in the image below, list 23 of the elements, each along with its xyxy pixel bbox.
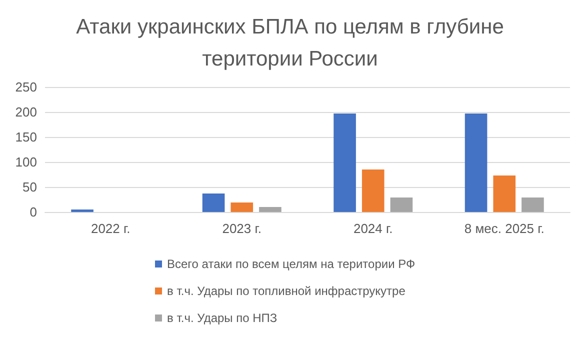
y-tick-label: 150 <box>15 130 37 144</box>
y-tick-label: 200 <box>15 104 37 120</box>
bar <box>202 194 225 212</box>
y-tick-label: 50 <box>22 180 37 194</box>
y-tick-label: 0 <box>30 204 37 220</box>
bar <box>259 207 282 212</box>
legend-label: Всего атаки по всем целям на територии РФ <box>167 257 416 271</box>
y-tick-label: 250 <box>15 80 37 94</box>
bar <box>334 114 356 212</box>
bar <box>493 176 516 212</box>
bar <box>522 198 544 212</box>
bar <box>362 170 384 212</box>
bar <box>390 198 413 212</box>
x-tick-label: 2022 г. <box>90 221 130 236</box>
legend-label: в т.ч. Удары по НПЗ <box>167 311 278 325</box>
chart-title: Атаки украинских БПЛА по целям в глубине територии России <box>76 16 504 70</box>
bar <box>464 114 488 212</box>
x-tick-label: 8 мес. 2025 г. <box>464 221 544 236</box>
x-tick-label: 2024 г. <box>353 221 393 236</box>
legend-label: в т.ч. Удары по топливной инфраструкутре <box>167 284 406 298</box>
y-tick-label: 100 <box>15 154 37 170</box>
bar <box>230 202 254 212</box>
x-tick-label: 2023 г. <box>222 221 262 236</box>
